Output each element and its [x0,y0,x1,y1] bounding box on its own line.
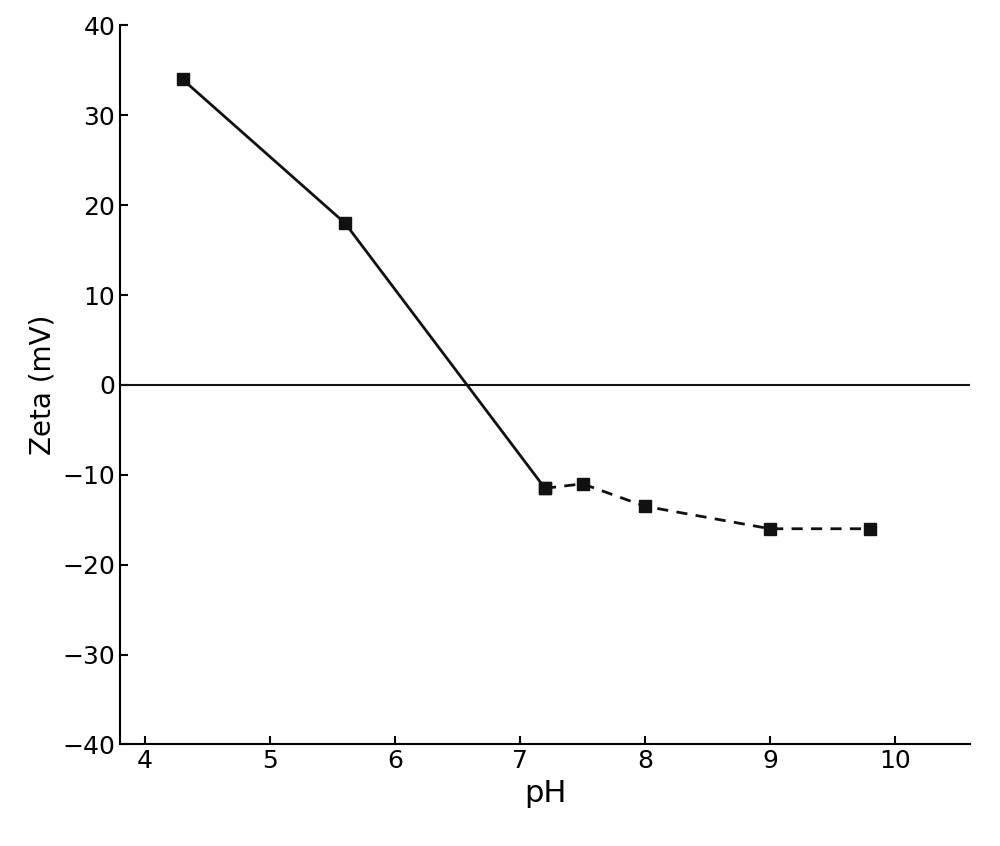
Y-axis label: Zeta (mV): Zeta (mV) [29,315,57,455]
X-axis label: pH: pH [524,779,566,808]
